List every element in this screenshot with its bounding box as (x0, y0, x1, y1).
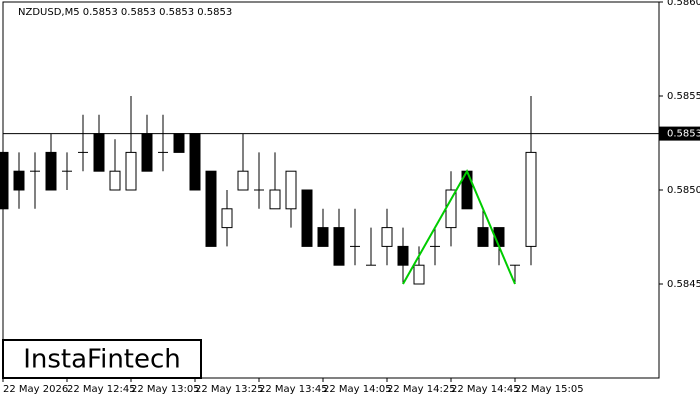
candle-body (301, 189, 313, 247)
candle-body (45, 151, 57, 191)
chart-header: NZDUSD,M5 0.5853 0.5853 0.5853 0.5853 (18, 7, 232, 18)
candle-body (205, 170, 217, 247)
candle-body (93, 133, 105, 172)
candle-body (141, 133, 153, 172)
candle-body (333, 227, 345, 266)
x-tick-label: 22 May 14:05 (323, 384, 392, 395)
candle-body (125, 151, 137, 191)
candle-body (477, 227, 489, 247)
x-tick-label: 22 May 15:05 (515, 384, 584, 395)
y-tick-label: 0.5855 (667, 91, 700, 102)
current-price-label: 0.5853 (667, 129, 700, 140)
x-tick-label: 22 May 13:25 (195, 384, 264, 395)
x-tick-label: 22 May 2026 (3, 384, 68, 395)
plot-frame (2, 1, 660, 379)
candle-body (269, 189, 281, 210)
x-tick-label: 22 May 14:45 (451, 384, 520, 395)
candle-body (221, 208, 233, 229)
current-price-box (659, 126, 700, 141)
candle-body (317, 227, 329, 247)
candle-body (189, 133, 201, 191)
candle-body (237, 170, 249, 191)
logo-box (2, 339, 202, 379)
candle-body (285, 170, 297, 210)
x-tick-label: 22 May 13:45 (259, 384, 328, 395)
candle-body (397, 245, 409, 266)
candle-body (173, 133, 185, 153)
candle-body (381, 227, 393, 247)
pattern-line (402, 168, 516, 285)
y-tick-label: 0.5850 (667, 185, 700, 196)
x-tick-label: 22 May 14:25 (387, 384, 456, 395)
candle-body (525, 151, 537, 247)
logo: InstaFintech (23, 345, 181, 375)
x-tick-label: 22 May 13:05 (131, 384, 200, 395)
y-tick-label: 0.5845 (667, 279, 700, 290)
candle-body (0, 151, 9, 210)
candle-body (109, 170, 121, 191)
candle-body (445, 189, 457, 229)
candle-body (413, 264, 425, 285)
candle-body (13, 170, 25, 191)
y-tick-label: 0.5860 (667, 0, 700, 8)
x-tick-label: 22 May 12:45 (67, 384, 136, 395)
